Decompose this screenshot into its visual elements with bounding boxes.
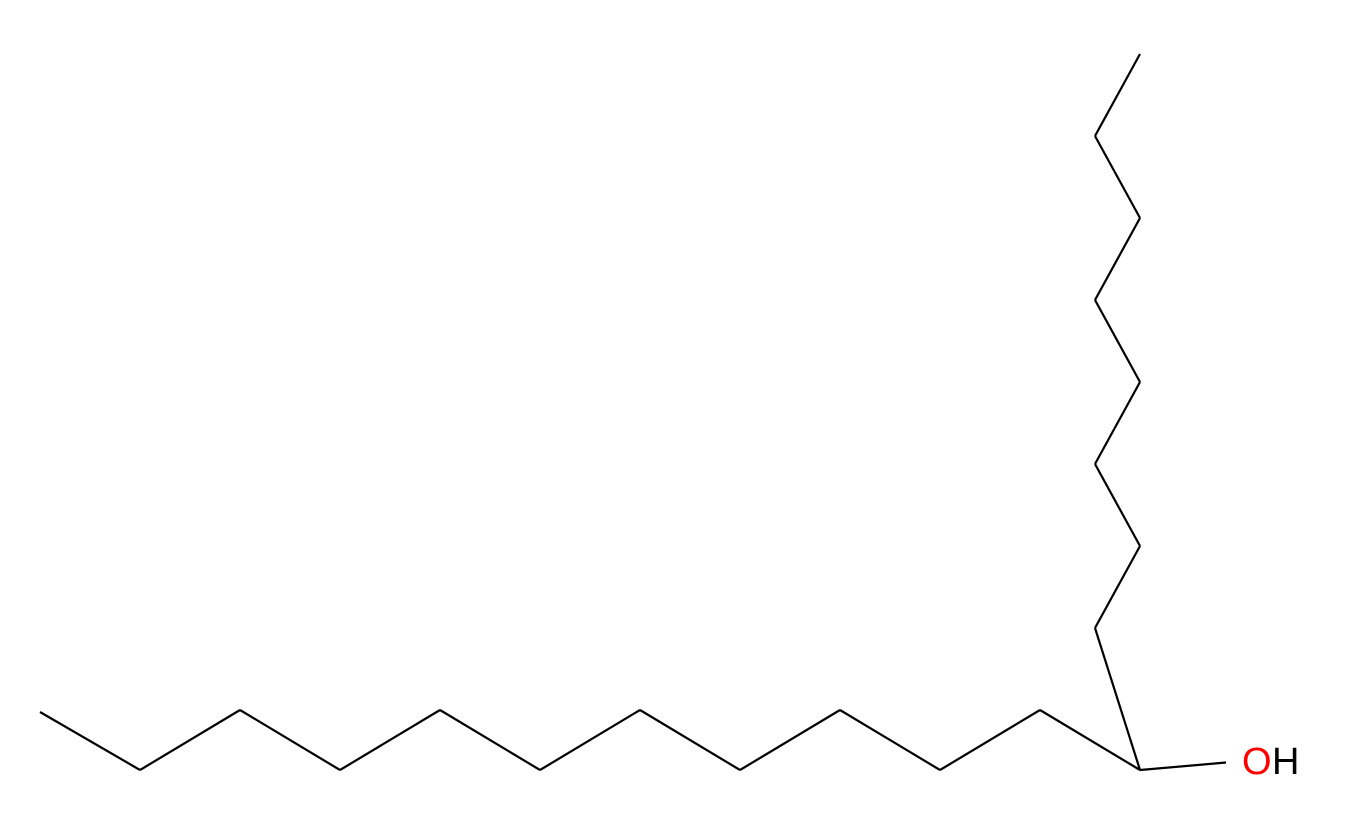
atom-label-oxygen: O bbox=[1242, 741, 1272, 783]
bond bbox=[1140, 763, 1226, 770]
bond bbox=[1095, 464, 1140, 546]
bond bbox=[340, 710, 440, 770]
bond bbox=[440, 710, 540, 770]
bond bbox=[1095, 218, 1140, 300]
bond bbox=[40, 712, 140, 770]
bond bbox=[1095, 136, 1140, 218]
bond bbox=[540, 710, 640, 770]
molecule-skeletal-diagram: OH bbox=[0, 0, 1363, 834]
bond bbox=[1095, 54, 1140, 136]
bond bbox=[240, 710, 340, 770]
atom-label-hydrogen: H bbox=[1272, 741, 1299, 783]
bond bbox=[940, 710, 1040, 770]
bond bbox=[140, 710, 240, 770]
bond bbox=[1095, 382, 1140, 464]
bond bbox=[840, 710, 940, 770]
bond bbox=[1095, 628, 1140, 770]
bond bbox=[1040, 710, 1140, 770]
bond bbox=[740, 710, 840, 770]
bond bbox=[1095, 546, 1140, 628]
bond bbox=[640, 710, 740, 770]
bond bbox=[1095, 300, 1140, 382]
